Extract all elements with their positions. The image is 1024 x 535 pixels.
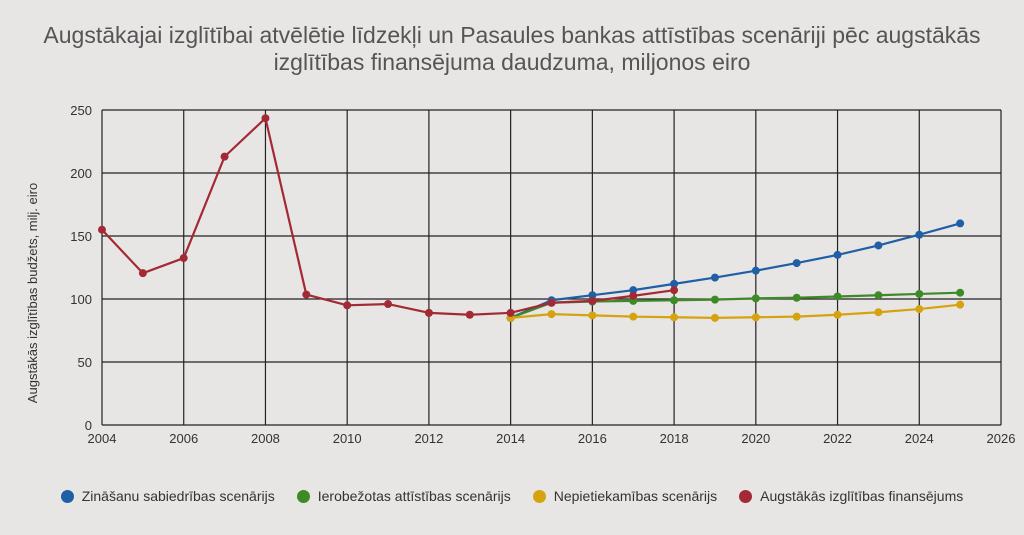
data-point[interactable]: [424, 308, 433, 317]
x-tick-label: 2010: [333, 431, 362, 446]
data-point[interactable]: [751, 266, 760, 275]
data-point[interactable]: [588, 296, 597, 305]
data-point[interactable]: [956, 300, 965, 309]
legend-item[interactable]: Nepietiekamības scenārijs: [532, 488, 718, 504]
data-point[interactable]: [220, 152, 229, 161]
x-tick-label: 2026: [987, 431, 1016, 446]
data-point[interactable]: [751, 294, 760, 303]
y-axis-label: Augstākās izglītības budžets, milj. eiro: [25, 183, 40, 403]
data-point[interactable]: [302, 290, 311, 299]
legend-item[interactable]: Augstākās izglītības finansējums: [739, 488, 963, 504]
data-point[interactable]: [629, 291, 638, 300]
x-tick-label: 2020: [741, 431, 770, 446]
y-tick-label: 50: [78, 355, 92, 370]
legend-label: Nepietiekamības scenārijs: [553, 488, 718, 504]
data-point[interactable]: [956, 219, 965, 228]
x-tick-label: 2018: [660, 431, 689, 446]
data-point[interactable]: [588, 291, 597, 300]
y-tick-label: 200: [70, 166, 92, 181]
data-point[interactable]: [98, 225, 106, 234]
data-point[interactable]: [343, 301, 352, 310]
x-tick-label: 2024: [905, 431, 934, 446]
legend-swatch: [532, 489, 546, 503]
legend-label: Ierobežotas attīstības scenārijs: [317, 488, 511, 504]
chart-title: Augstākajai izglītībai atvēlētie līdzekļ…: [43, 22, 981, 75]
data-point[interactable]: [792, 259, 801, 268]
data-point[interactable]: [833, 310, 842, 319]
data-point[interactable]: [710, 273, 719, 282]
data-point[interactable]: [833, 250, 842, 259]
legend-swatch: [739, 489, 753, 503]
data-point[interactable]: [588, 311, 597, 320]
data-point[interactable]: [792, 312, 801, 321]
x-tick-label: 2016: [578, 431, 607, 446]
x-tick-label: 2012: [414, 431, 443, 446]
data-point[interactable]: [670, 296, 679, 305]
legend-item[interactable]: Zināšanu sabiedrības scenārijs: [60, 488, 275, 504]
data-point[interactable]: [874, 308, 883, 317]
legend-swatch: [296, 489, 310, 503]
data-point[interactable]: [629, 286, 638, 295]
data-point[interactable]: [670, 279, 679, 288]
data-point[interactable]: [833, 292, 842, 301]
x-tick-label: 2008: [251, 431, 280, 446]
x-tick-label: 2006: [169, 431, 198, 446]
data-point[interactable]: [384, 300, 393, 309]
y-tick-label: 0: [85, 418, 92, 433]
x-tick-label: 2022: [823, 431, 852, 446]
data-point[interactable]: [138, 269, 147, 278]
data-point[interactable]: [547, 298, 556, 307]
data-point[interactable]: [465, 310, 474, 319]
data-point[interactable]: [547, 310, 556, 319]
series-line: [101, 117, 675, 316]
data-point[interactable]: [629, 312, 638, 321]
legend-item[interactable]: Ierobežotas attīstības scenārijs: [296, 488, 511, 504]
y-tick-label: 250: [70, 103, 92, 118]
data-point[interactable]: [792, 293, 801, 302]
y-tick-label: 100: [70, 292, 92, 307]
data-point[interactable]: [710, 313, 719, 322]
data-point[interactable]: [915, 289, 924, 298]
data-point[interactable]: [751, 313, 760, 322]
x-tick-label: 2004: [88, 431, 117, 446]
series-line: [510, 303, 961, 319]
data-point[interactable]: [915, 305, 924, 314]
data-point[interactable]: [915, 230, 924, 239]
x-tick-label: 2014: [496, 431, 525, 446]
data-point[interactable]: [874, 291, 883, 300]
data-point[interactable]: [179, 254, 188, 263]
legend: Zināšanu sabiedrības scenārijs Ierobežota…: [0, 488, 1024, 504]
legend-swatch: [60, 489, 74, 503]
data-point[interactable]: [874, 241, 883, 250]
data-point[interactable]: [710, 295, 719, 304]
y-tick-label: 150: [70, 229, 92, 244]
data-point[interactable]: [956, 288, 965, 297]
legend-label: Augstākās izglītības finansējums: [760, 488, 964, 504]
data-point[interactable]: [670, 286, 679, 295]
series-line: [510, 222, 961, 319]
legend-label: Zināšanu sabiedrības scenārijs: [81, 488, 275, 504]
data-point[interactable]: [506, 308, 515, 317]
data-point[interactable]: [261, 114, 270, 123]
data-point[interactable]: [670, 313, 679, 322]
